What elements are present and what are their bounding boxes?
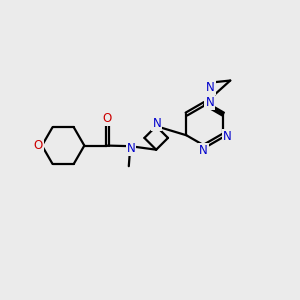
Text: N: N	[223, 130, 232, 143]
Text: O: O	[103, 112, 112, 125]
Text: N: N	[206, 81, 215, 94]
Text: N: N	[152, 117, 161, 130]
Text: N: N	[127, 142, 135, 155]
Text: O: O	[34, 139, 43, 152]
Text: N: N	[199, 144, 208, 158]
Text: N: N	[206, 96, 214, 110]
